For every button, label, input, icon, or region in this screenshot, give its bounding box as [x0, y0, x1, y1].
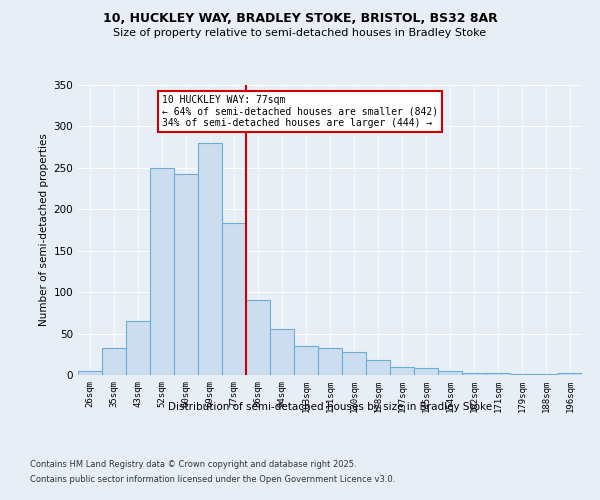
Text: 10, HUCKLEY WAY, BRADLEY STOKE, BRISTOL, BS32 8AR: 10, HUCKLEY WAY, BRADLEY STOKE, BRISTOL,…: [103, 12, 497, 26]
Text: Contains public sector information licensed under the Open Government Licence v3: Contains public sector information licen…: [30, 475, 395, 484]
Bar: [390, 366, 414, 375]
Bar: [246, 300, 270, 375]
Bar: [126, 321, 150, 375]
Bar: [342, 352, 366, 375]
Bar: [222, 224, 246, 375]
Text: Size of property relative to semi-detached houses in Bradley Stoke: Size of property relative to semi-detach…: [113, 28, 487, 38]
Bar: [270, 330, 294, 375]
Text: Distribution of semi-detached houses by size in Bradley Stoke: Distribution of semi-detached houses by …: [168, 402, 492, 412]
Text: 10 HUCKLEY WAY: 77sqm
← 64% of semi-detached houses are smaller (842)
34% of sem: 10 HUCKLEY WAY: 77sqm ← 64% of semi-deta…: [162, 95, 438, 128]
Bar: [102, 348, 126, 375]
Bar: [438, 371, 462, 375]
Bar: [534, 374, 558, 375]
Bar: [318, 348, 342, 375]
Bar: [174, 174, 198, 375]
Bar: [414, 368, 438, 375]
Bar: [486, 374, 510, 375]
Bar: [198, 143, 222, 375]
Bar: [558, 374, 582, 375]
Bar: [294, 346, 318, 375]
Bar: [510, 374, 534, 375]
Bar: [366, 360, 390, 375]
Bar: [462, 374, 486, 375]
Bar: [150, 168, 174, 375]
Y-axis label: Number of semi-detached properties: Number of semi-detached properties: [39, 134, 49, 326]
Bar: [78, 371, 102, 375]
Text: Contains HM Land Registry data © Crown copyright and database right 2025.: Contains HM Land Registry data © Crown c…: [30, 460, 356, 469]
